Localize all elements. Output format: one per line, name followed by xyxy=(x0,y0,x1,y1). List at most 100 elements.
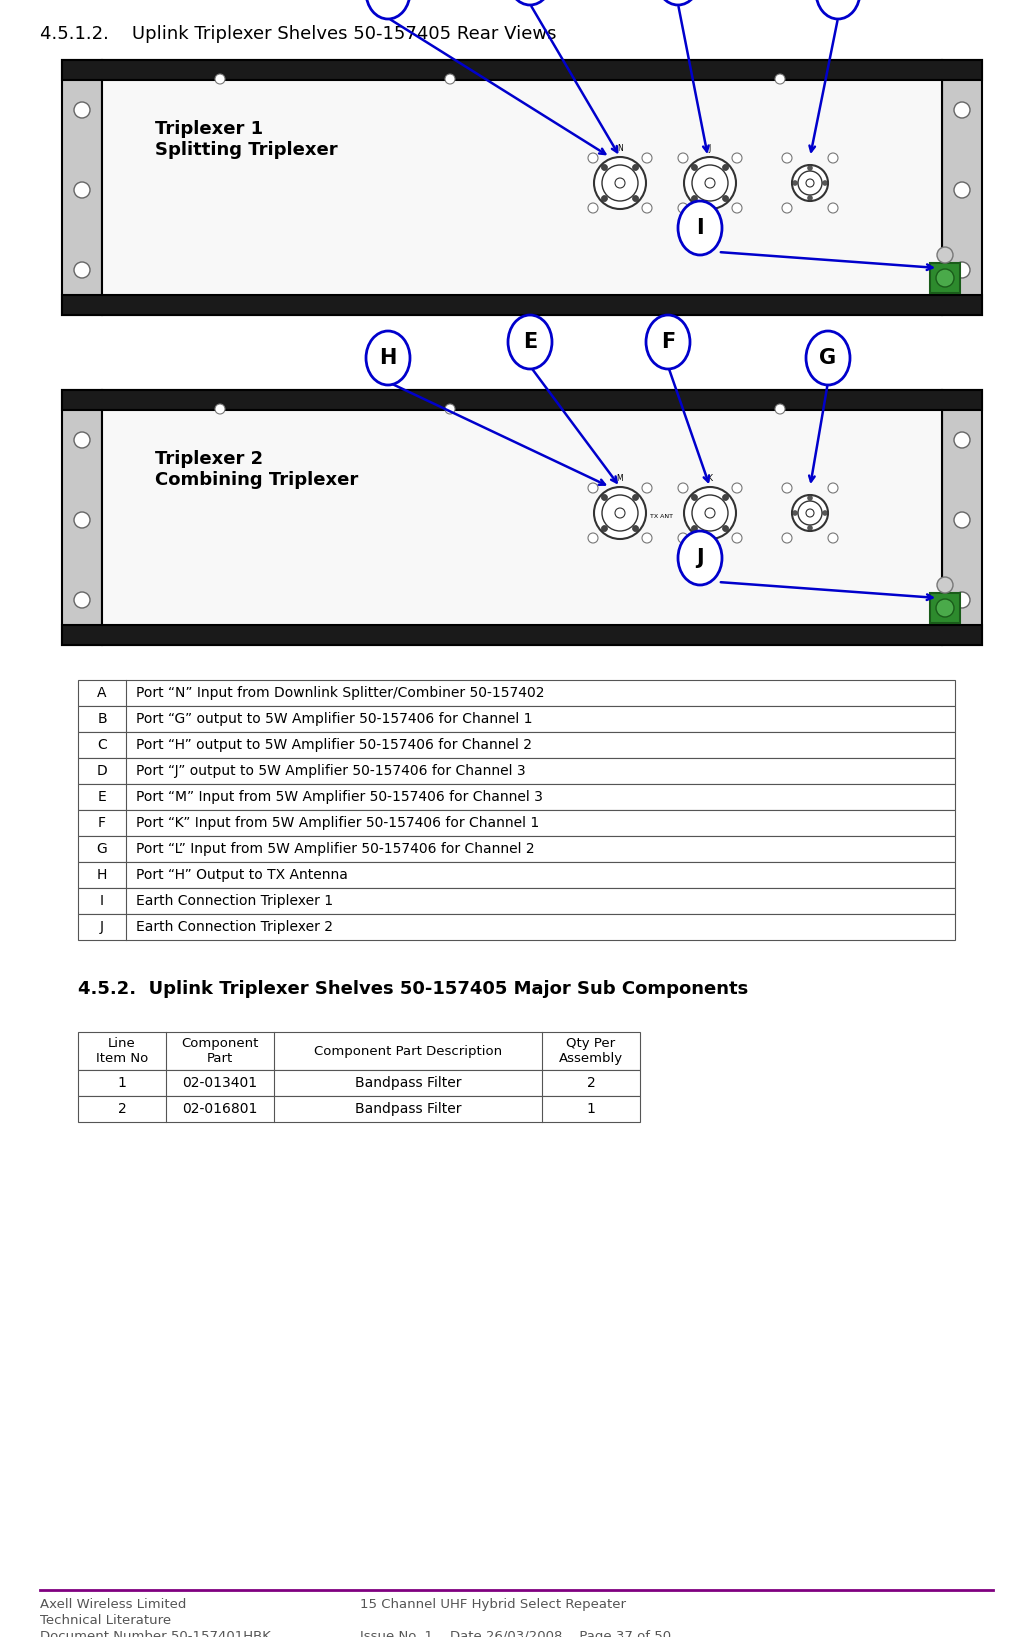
Text: D: D xyxy=(829,0,847,2)
Circle shape xyxy=(732,203,742,213)
Text: Port “J” output to 5W Amplifier 50-157406 for Channel 3: Port “J” output to 5W Amplifier 50-15740… xyxy=(136,764,526,778)
Text: E: E xyxy=(523,332,537,352)
Circle shape xyxy=(215,74,225,83)
Text: 15 Channel UHF Hybrid Select Repeater: 15 Channel UHF Hybrid Select Repeater xyxy=(359,1598,626,1611)
Ellipse shape xyxy=(678,530,722,584)
Circle shape xyxy=(936,268,954,286)
Circle shape xyxy=(632,195,638,201)
Circle shape xyxy=(602,494,638,530)
Circle shape xyxy=(602,165,638,201)
Circle shape xyxy=(954,262,970,278)
Circle shape xyxy=(692,165,728,201)
Circle shape xyxy=(937,576,953,593)
Circle shape xyxy=(641,483,652,493)
Bar xyxy=(79,1031,640,1071)
Text: 2: 2 xyxy=(118,1102,126,1116)
Bar xyxy=(79,732,954,758)
Bar xyxy=(79,863,954,887)
Text: Issue No. 1    Date 26/03/2008    Page 37 of 50: Issue No. 1 Date 26/03/2008 Page 37 of 5… xyxy=(359,1630,671,1637)
Bar xyxy=(79,810,954,837)
Circle shape xyxy=(808,525,813,530)
Circle shape xyxy=(684,486,735,539)
Bar xyxy=(79,706,954,732)
Text: Earth Connection Triplexer 2: Earth Connection Triplexer 2 xyxy=(136,920,333,935)
Circle shape xyxy=(792,511,797,516)
Bar xyxy=(942,61,982,314)
Text: Port “H” output to 5W Amplifier 50-157406 for Channel 2: Port “H” output to 5W Amplifier 50-15740… xyxy=(136,738,532,751)
Text: G: G xyxy=(97,841,107,856)
Circle shape xyxy=(828,483,838,493)
Circle shape xyxy=(732,534,742,543)
Circle shape xyxy=(722,494,728,501)
Circle shape xyxy=(954,101,970,118)
Text: Port “G” output to 5W Amplifier 50-157406 for Channel 1: Port “G” output to 5W Amplifier 50-15740… xyxy=(136,712,532,725)
Circle shape xyxy=(615,178,625,188)
Text: D: D xyxy=(97,764,107,778)
Circle shape xyxy=(732,483,742,493)
Ellipse shape xyxy=(678,201,722,255)
Bar xyxy=(930,264,960,293)
Circle shape xyxy=(641,534,652,543)
Circle shape xyxy=(722,195,728,201)
Text: J: J xyxy=(100,920,104,935)
Circle shape xyxy=(705,178,715,188)
Bar xyxy=(62,390,102,645)
Circle shape xyxy=(782,203,792,213)
Text: 1: 1 xyxy=(118,1076,126,1090)
Circle shape xyxy=(937,247,953,264)
Text: Bandpass Filter: Bandpass Filter xyxy=(354,1102,462,1116)
Circle shape xyxy=(782,483,792,493)
Text: Triplexer 2
Combining Triplexer: Triplexer 2 Combining Triplexer xyxy=(155,450,358,489)
Bar xyxy=(79,1097,640,1121)
Text: 1: 1 xyxy=(587,1102,595,1116)
Circle shape xyxy=(588,483,598,493)
Text: Axell Wireless Limited: Axell Wireless Limited xyxy=(40,1598,186,1611)
Bar xyxy=(102,61,942,314)
Circle shape xyxy=(615,507,625,517)
Circle shape xyxy=(691,525,697,532)
Text: Bandpass Filter: Bandpass Filter xyxy=(354,1076,462,1090)
Circle shape xyxy=(445,404,455,414)
Circle shape xyxy=(936,599,954,617)
Circle shape xyxy=(808,195,813,200)
Text: K: K xyxy=(708,475,713,483)
Text: C: C xyxy=(97,738,106,751)
Circle shape xyxy=(588,152,598,164)
Text: Earth Connection Triplexer 1: Earth Connection Triplexer 1 xyxy=(136,894,333,909)
Circle shape xyxy=(691,195,697,201)
Bar xyxy=(79,913,954,940)
Circle shape xyxy=(954,593,970,607)
Text: B: B xyxy=(97,712,106,725)
Bar xyxy=(79,837,954,863)
Circle shape xyxy=(692,494,728,530)
Circle shape xyxy=(799,170,822,195)
Circle shape xyxy=(799,501,822,525)
Text: F: F xyxy=(661,332,676,352)
Bar xyxy=(62,390,982,409)
Ellipse shape xyxy=(816,0,860,20)
Circle shape xyxy=(775,404,785,414)
Circle shape xyxy=(632,494,638,501)
Circle shape xyxy=(74,101,90,118)
Circle shape xyxy=(782,152,792,164)
Circle shape xyxy=(74,182,90,198)
Circle shape xyxy=(641,203,652,213)
Bar xyxy=(79,1071,640,1097)
Text: J: J xyxy=(709,144,711,152)
Text: I: I xyxy=(100,894,104,909)
Ellipse shape xyxy=(366,0,410,20)
Circle shape xyxy=(808,496,813,501)
Circle shape xyxy=(782,534,792,543)
Circle shape xyxy=(632,164,638,170)
Circle shape xyxy=(705,507,715,517)
Ellipse shape xyxy=(656,0,700,5)
Text: H: H xyxy=(97,868,107,882)
Text: M: M xyxy=(617,475,623,483)
Text: E: E xyxy=(98,791,106,804)
Circle shape xyxy=(732,152,742,164)
Circle shape xyxy=(678,534,688,543)
Circle shape xyxy=(691,164,697,170)
Circle shape xyxy=(691,494,697,501)
Circle shape xyxy=(792,180,797,185)
Circle shape xyxy=(822,511,827,516)
